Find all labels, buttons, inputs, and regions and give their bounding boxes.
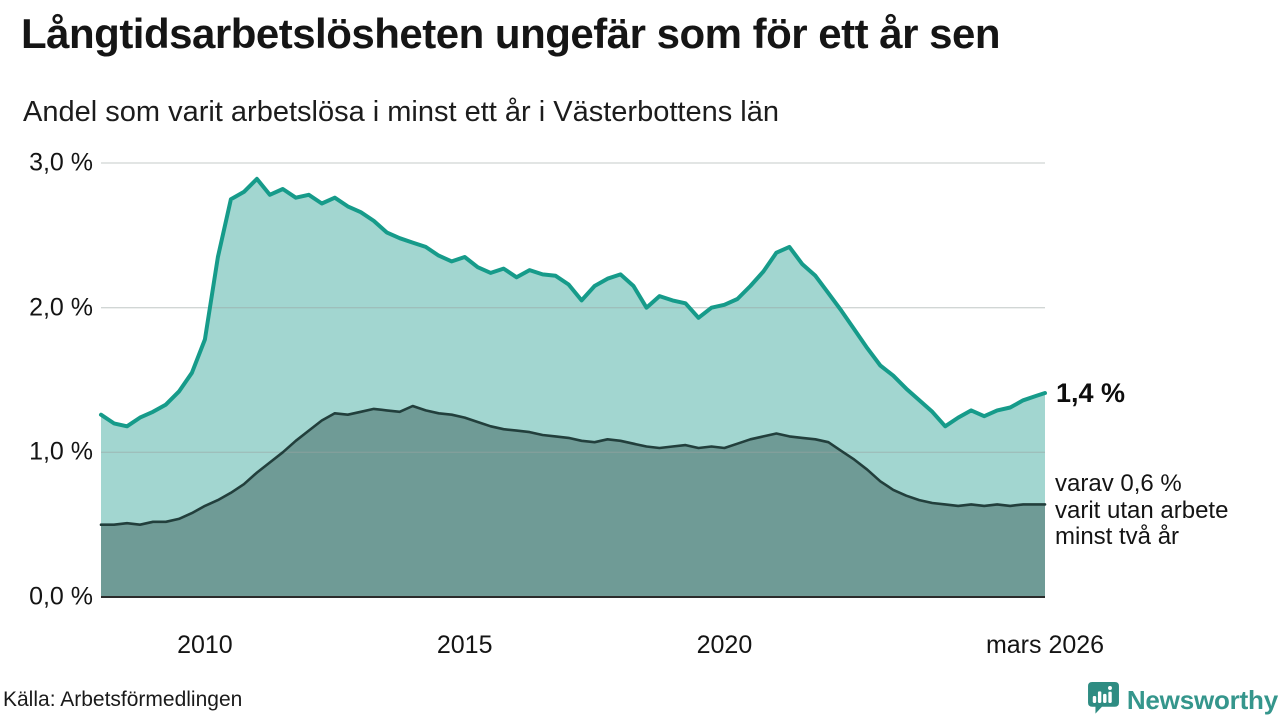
source-caption: Källa: Arbetsförmedlingen [3, 688, 243, 711]
breakdown-annotation: varav 0,6 % varit utan arbete minst två … [1055, 470, 1229, 550]
y-tick-label: 0,0 % [29, 582, 93, 611]
latest-value-label: 1,4 % [1056, 378, 1126, 409]
chart-title: Långtidsarbetslösheten ungefär som för e… [21, 10, 1001, 57]
x-tick-label: mars 2026 [985, 631, 1105, 659]
y-tick-label: 1,0 % [29, 437, 93, 466]
brand-lockup: Newsworthy [1087, 681, 1278, 719]
total-line [99, 176, 1047, 429]
y-tick-label: 2,0 % [29, 293, 93, 322]
chart-subtitle: Andel som varit arbetslösa i minst ett å… [23, 96, 779, 128]
two-year-line [99, 404, 1047, 526]
x-tick-label: 2010 [177, 631, 233, 659]
x-tick-label: 2020 [696, 631, 753, 659]
x-tick-label: 2015 [436, 631, 493, 659]
brand-name: Newsworthy [1126, 684, 1278, 715]
y-tick-label: 3,0 % [29, 148, 93, 177]
newsworthy-logo-icon [1087, 681, 1120, 719]
two-year-area [101, 406, 1045, 597]
